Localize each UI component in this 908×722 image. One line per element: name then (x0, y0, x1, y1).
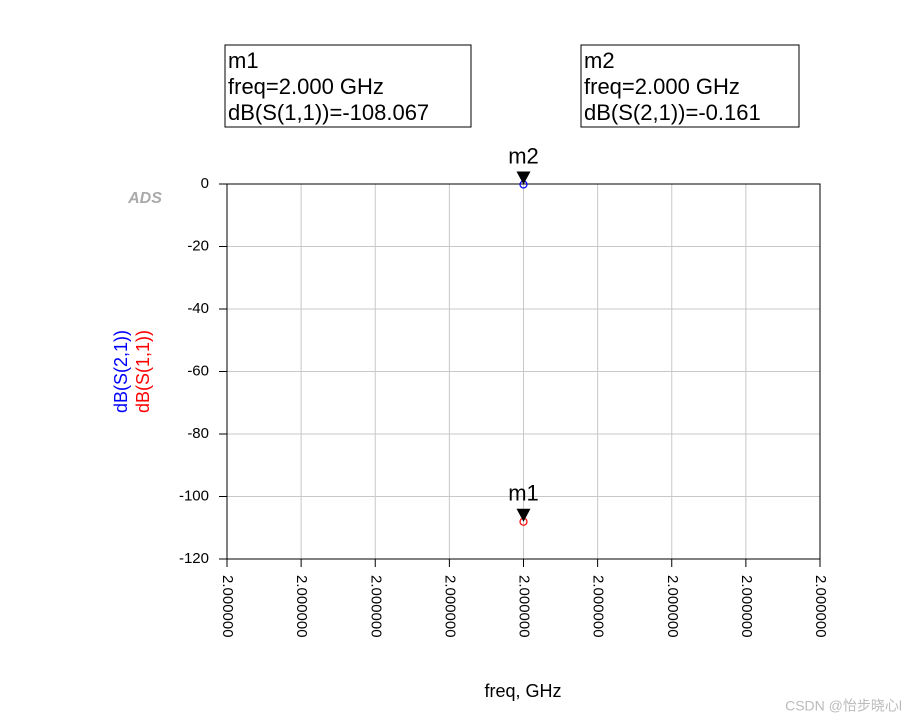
x-tick-label: 2.000000 (812, 575, 829, 638)
marker-triangle (516, 171, 531, 185)
y-tick-label: -100 (179, 487, 209, 504)
marker-name: m1 (508, 481, 539, 506)
x-tick-label: 2.000000 (516, 575, 533, 638)
x-tick-label: 2.000000 (590, 575, 607, 638)
marker-readout: dB(S(1,1))=-108.067 (228, 100, 429, 125)
x-tick-label: 2.000000 (293, 575, 310, 638)
x-axis-label: freq, GHz (484, 681, 561, 701)
logo: ADS (127, 190, 162, 207)
watermark: CSDN @怡步晓心l (785, 698, 902, 714)
y-tick-label: -60 (187, 362, 209, 379)
y-tick-label: -40 (187, 300, 209, 317)
x-tick-label: 2.000000 (219, 575, 236, 638)
marker-freq: freq=2.000 GHz (228, 74, 384, 99)
marker-triangle (516, 508, 531, 522)
y-axis-label: dB(S(1,1)) (133, 330, 153, 413)
marker-box-frame (224, 44, 472, 128)
y-tick-label: -80 (187, 425, 209, 442)
marker-name: m1 (228, 48, 259, 73)
marker-freq: freq=2.000 GHz (584, 74, 740, 99)
marker-name: m2 (584, 48, 615, 73)
marker-name: m2 (508, 143, 539, 168)
marker-readout: dB(S(2,1))=-0.161 (584, 100, 761, 125)
x-tick-label: 2.000000 (664, 575, 681, 638)
y-axis-label: dB(S(2,1)) (111, 330, 131, 413)
y-tick-label: 0 (201, 175, 209, 192)
x-tick-label: 2.000000 (441, 575, 458, 638)
x-tick-label: 2.000000 (367, 575, 384, 638)
y-tick-label: -120 (179, 550, 209, 567)
marker-box-frame (580, 44, 800, 128)
x-tick-label: 2.000000 (738, 575, 755, 638)
y-tick-label: -20 (187, 237, 209, 254)
